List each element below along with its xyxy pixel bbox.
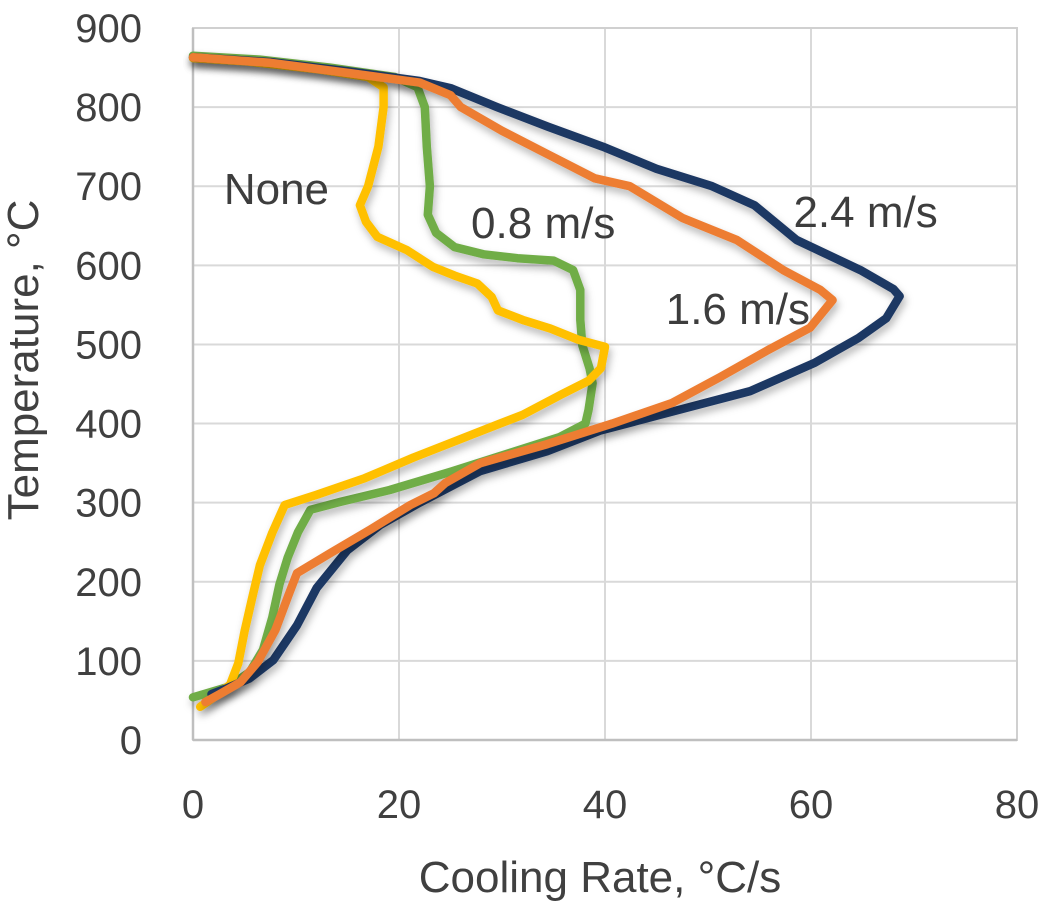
y-tick-label: 300: [75, 482, 142, 526]
y-tick-label: 500: [75, 323, 142, 367]
y-axis-title: Temperature, °C: [0, 200, 48, 521]
y-tick-label: 800: [75, 86, 142, 130]
x-axis-title: Cooling Rate, °C/s: [419, 853, 781, 902]
series-annotation-none: None: [224, 165, 329, 214]
series-annotations: 0.8 m/s None 2.4 m/s 1.6 m/s: [224, 165, 938, 334]
series-line-none: [188, 53, 610, 712]
series-annotation-0.8-m-s: 0.8 m/s: [471, 199, 615, 248]
series-annotation-1.6-m-s: 1.6 m/s: [666, 285, 810, 334]
series-annotation-2.4-m-s: 2.4 m/s: [793, 188, 937, 237]
y-tick-label: 200: [75, 561, 142, 605]
y-tick-label: 100: [75, 640, 142, 684]
x-tick-label: 60: [789, 783, 834, 827]
x-tick-label: 80: [995, 783, 1040, 827]
series-line-0.8-m-s: [188, 51, 597, 702]
y-tick-label: 400: [75, 403, 142, 447]
y-tick-label: 700: [75, 165, 142, 209]
y-tick-label: 900: [75, 7, 142, 51]
series-line-2.4-m-s: [188, 53, 904, 699]
y-tick-label: 0: [120, 719, 142, 763]
x-tick-label: 0: [182, 783, 204, 827]
gridlines: [192, 27, 1018, 741]
x-tick-label: 40: [583, 783, 628, 827]
y-tick-label: 600: [75, 244, 142, 288]
series-lines: [188, 51, 904, 712]
x-tick-label: 20: [377, 783, 422, 827]
plot-border: [191, 27, 1018, 742]
series-line-1.6-m-s: [188, 53, 837, 707]
